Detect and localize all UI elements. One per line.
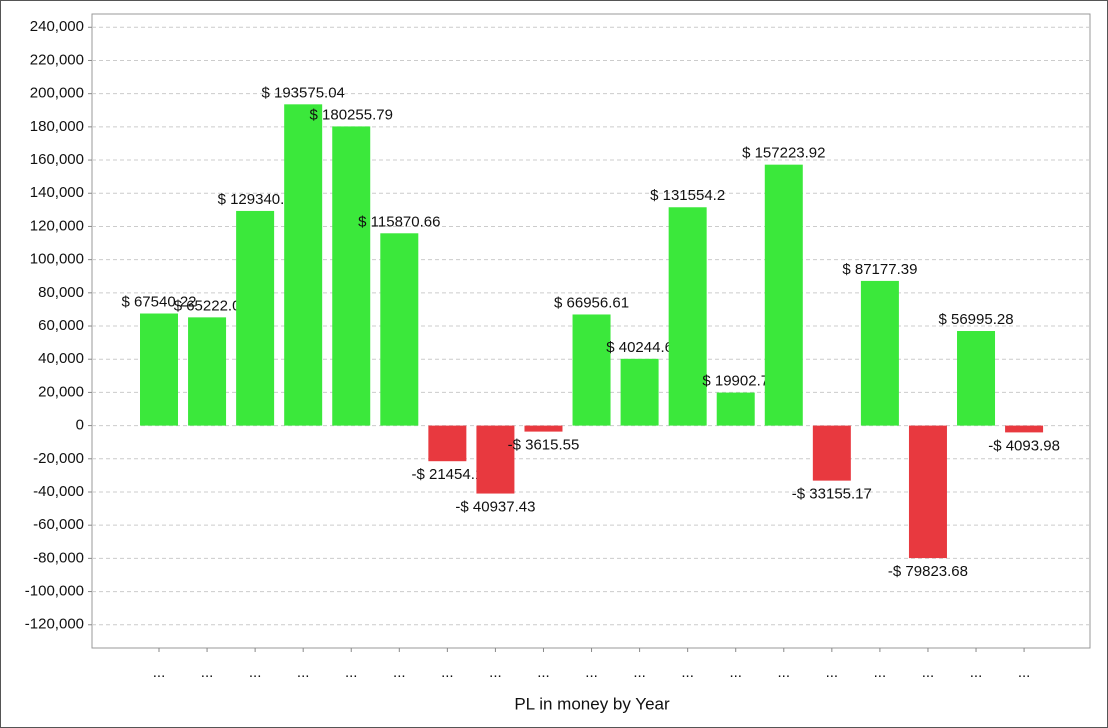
data-label: $ 115870.66 <box>358 213 440 230</box>
bar <box>524 425 563 432</box>
bar <box>957 331 996 426</box>
data-label: $ 19902.7 <box>702 373 769 390</box>
data-label: $ 65222.0 <box>174 297 241 314</box>
x-tick-label: ... <box>874 664 887 681</box>
bar <box>572 314 611 426</box>
y-tick-label: 40,000 <box>38 350 84 367</box>
data-label: -$ 79823.68 <box>888 563 968 580</box>
bar <box>812 425 851 481</box>
data-label: -$ 4093.98 <box>988 437 1060 454</box>
x-tick-label: ... <box>633 664 646 681</box>
y-tick-label: -100,000 <box>25 583 84 600</box>
x-tick-label: ... <box>778 664 791 681</box>
x-tick-label: ... <box>922 664 935 681</box>
bar <box>476 425 515 494</box>
x-tick-label: ... <box>537 664 550 681</box>
x-tick-label: ... <box>153 664 166 681</box>
x-tick-label: ... <box>249 664 262 681</box>
x-tick-label: ... <box>489 664 502 681</box>
bar <box>380 233 419 426</box>
y-tick-label: 200,000 <box>30 85 84 102</box>
x-tick-label: ... <box>201 664 214 681</box>
data-label: $ 193575.04 <box>261 84 344 101</box>
x-tick-label: ... <box>393 664 406 681</box>
x-axis-label: PL in money by Year <box>514 694 670 713</box>
bar <box>620 358 659 426</box>
x-tick-label: ... <box>729 664 742 681</box>
y-tick-label: -20,000 <box>33 450 84 467</box>
bar <box>332 126 371 426</box>
bar <box>908 425 947 559</box>
x-tick-label: ... <box>345 664 358 681</box>
bar <box>188 317 227 426</box>
bar <box>284 104 323 426</box>
y-tick-label: -120,000 <box>25 616 84 633</box>
bar <box>860 280 899 426</box>
data-label: -$ 33155.17 <box>792 486 872 503</box>
y-tick-label: -80,000 <box>33 549 84 566</box>
y-tick-label: 100,000 <box>30 251 84 268</box>
y-tick-label: 240,000 <box>30 18 84 35</box>
data-label: $ 67540.22 <box>121 293 196 310</box>
data-label: $ 129340.0 <box>218 191 293 208</box>
y-tick-label: 120,000 <box>30 217 84 234</box>
x-tick-label: ... <box>681 664 694 681</box>
bar <box>140 313 178 426</box>
x-tick-label: ... <box>297 664 310 681</box>
y-tick-label: 160,000 <box>30 151 84 168</box>
bar <box>764 164 803 426</box>
data-label: $ 40244.6 <box>606 339 673 356</box>
y-tick-label: 220,000 <box>30 51 84 68</box>
x-tick-label: ... <box>1018 664 1031 681</box>
x-tick-label: ... <box>826 664 839 681</box>
data-label: $ 87177.39 <box>842 261 917 278</box>
data-label: -$ 40937.43 <box>455 499 535 516</box>
bar <box>716 392 755 426</box>
data-label: -$ 21454.1 <box>411 466 483 483</box>
bar <box>1005 425 1044 433</box>
y-tick-label: 0 <box>76 417 84 434</box>
x-tick-label: ... <box>585 664 598 681</box>
y-tick-label: 80,000 <box>38 284 84 301</box>
x-tick-label: ... <box>441 664 454 681</box>
y-tick-label: 140,000 <box>30 184 84 201</box>
data-label: $ 56995.28 <box>938 311 1013 328</box>
data-label: $ 157223.92 <box>742 145 825 162</box>
y-tick-label: -40,000 <box>33 483 84 500</box>
y-tick-label: 180,000 <box>30 118 84 135</box>
data-label: -$ 3615.55 <box>508 437 580 454</box>
y-tick-label: 60,000 <box>38 317 84 334</box>
bar <box>668 207 707 426</box>
data-label: $ 131554.2 <box>650 187 725 204</box>
y-tick-label: -60,000 <box>33 516 84 533</box>
y-tick-label: 20,000 <box>38 383 84 400</box>
x-tick-label: ... <box>970 664 983 681</box>
data-label: $ 66956.61 <box>554 294 629 311</box>
data-label: $ 180255.79 <box>310 106 393 123</box>
bar <box>428 425 467 462</box>
bar <box>236 210 275 426</box>
